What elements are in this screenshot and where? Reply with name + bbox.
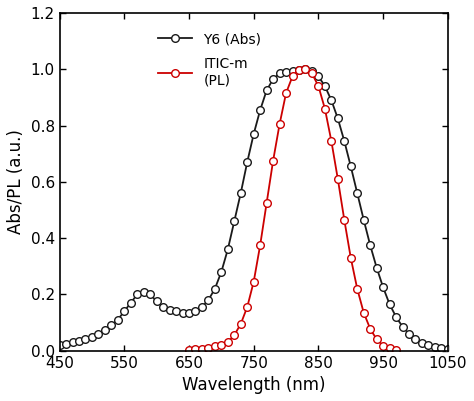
Y-axis label: Abs/PL (a.u.): Abs/PL (a.u.) (7, 130, 25, 234)
X-axis label: Wavelength (nm): Wavelength (nm) (182, 376, 326, 394)
Legend: Y6 (Abs), ITIC-m
(PL): Y6 (Abs), ITIC-m (PL) (152, 26, 267, 93)
